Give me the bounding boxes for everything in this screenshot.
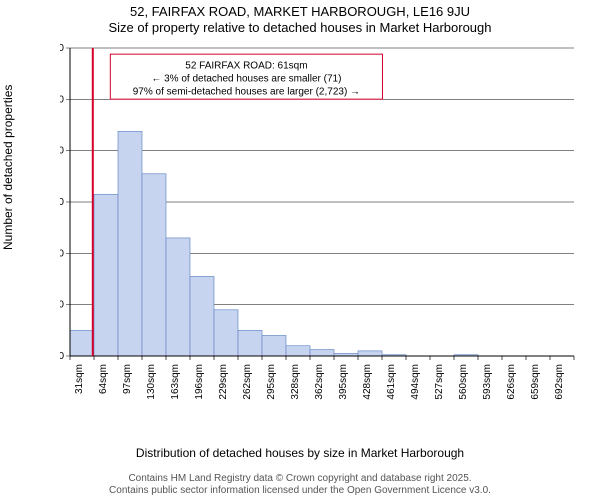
svg-text:626sqm: 626sqm xyxy=(506,364,517,400)
chart-title-line2: Size of property relative to detached ho… xyxy=(0,20,600,35)
svg-text:295sqm: 295sqm xyxy=(266,364,277,400)
chart-title-line1: 52, FAIRFAX ROAD, MARKET HARBOROUGH, LE1… xyxy=(0,4,600,19)
svg-text:97sqm: 97sqm xyxy=(122,364,133,394)
svg-text:593sqm: 593sqm xyxy=(482,364,493,400)
svg-text:← 3% of detached houses are sm: ← 3% of detached houses are smaller (71) xyxy=(151,74,341,85)
histogram-chart: 52, FAIRFAX ROAD, MARKET HARBOROUGH, LE1… xyxy=(0,0,600,500)
svg-text:461sqm: 461sqm xyxy=(386,364,397,400)
svg-text:0: 0 xyxy=(60,351,64,362)
svg-text:64sqm: 64sqm xyxy=(98,364,109,394)
svg-text:1200: 1200 xyxy=(60,43,64,54)
svg-text:229sqm: 229sqm xyxy=(218,364,229,400)
svg-text:200: 200 xyxy=(60,300,64,311)
svg-text:328sqm: 328sqm xyxy=(290,364,301,400)
svg-text:659sqm: 659sqm xyxy=(530,364,541,400)
svg-text:527sqm: 527sqm xyxy=(434,364,445,400)
footer-line2: Contains public sector information licen… xyxy=(0,485,600,496)
svg-text:362sqm: 362sqm xyxy=(314,364,325,400)
svg-text:52 FAIRFAX ROAD: 61sqm: 52 FAIRFAX ROAD: 61sqm xyxy=(185,61,307,72)
svg-text:560sqm: 560sqm xyxy=(458,364,469,400)
svg-text:600: 600 xyxy=(60,197,64,208)
y-axis-label: Number of detached properties xyxy=(1,85,15,250)
svg-text:692sqm: 692sqm xyxy=(554,364,565,400)
footer-line1: Contains HM Land Registry data © Crown c… xyxy=(0,473,600,484)
svg-text:163sqm: 163sqm xyxy=(170,364,181,400)
svg-text:800: 800 xyxy=(60,146,64,157)
svg-text:494sqm: 494sqm xyxy=(410,364,421,400)
svg-text:395sqm: 395sqm xyxy=(338,364,349,400)
plot-area: 0 200 400 600 800 1000 1200 31sqm 64sqm 97sqm 130s… xyxy=(60,42,580,412)
svg-text:400: 400 xyxy=(60,248,64,259)
svg-text:1000: 1000 xyxy=(60,94,64,105)
svg-text:130sqm: 130sqm xyxy=(146,364,157,400)
svg-text:196sqm: 196sqm xyxy=(194,364,205,400)
svg-text:31sqm: 31sqm xyxy=(74,364,85,394)
svg-text:262sqm: 262sqm xyxy=(242,364,253,400)
x-axis-label: Distribution of detached houses by size … xyxy=(0,446,600,460)
svg-text:428sqm: 428sqm xyxy=(362,364,373,400)
svg-text:97% of semi-detached houses ar: 97% of semi-detached houses are larger (… xyxy=(133,87,360,98)
